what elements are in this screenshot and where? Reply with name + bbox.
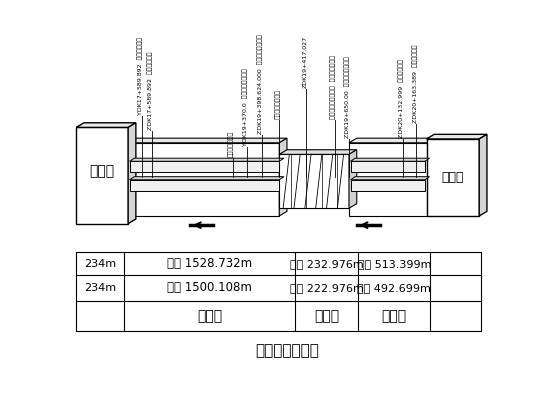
Polygon shape [351,161,425,172]
Text: 矿山段: 矿山段 [314,309,339,323]
Polygon shape [427,134,487,139]
Polygon shape [130,158,284,161]
Polygon shape [351,177,430,180]
Text: 中国废机料起点里程  中同向终点里程: 中国废机料起点里程 中同向终点里程 [330,55,336,119]
Polygon shape [128,143,279,216]
Text: 234m: 234m [84,283,116,293]
Polygon shape [130,180,279,191]
Polygon shape [279,150,357,154]
Polygon shape [349,143,427,216]
Text: 234m: 234m [84,259,116,269]
Polygon shape [76,127,128,223]
Polygon shape [130,177,284,180]
Text: 左线 1528.732m: 左线 1528.732m [167,257,252,270]
Text: 左线 222.976m: 左线 222.976m [290,283,363,293]
Text: 蛤地站: 蛤地站 [442,171,464,184]
Text: 盾构段: 盾构段 [382,309,407,323]
Polygon shape [351,158,430,161]
Text: 右线 492.699m: 右线 492.699m [357,283,431,293]
Text: 盾构段: 盾构段 [197,309,222,323]
Polygon shape [427,139,479,216]
Text: YDK17+589.892  区间变水里程: YDK17+589.892 区间变水里程 [138,37,143,115]
Polygon shape [351,180,425,191]
Text: YDK19+370.0  劳山站配套点里程: YDK19+370.0 劳山站配套点里程 [242,68,248,146]
Polygon shape [130,161,279,172]
Polygon shape [279,138,287,216]
Text: ZDK20+163.389  区间起点里程: ZDK20+163.389 区间起点里程 [412,44,418,123]
Polygon shape [479,134,487,216]
Text: 西平站: 西平站 [90,165,115,178]
Text: 左线 232.976m: 左线 232.976m [290,259,363,269]
Text: ZDK19+417.027: ZDK19+417.027 [302,36,307,88]
Text: ZDK19+398.624.000  中同向开起点里程: ZDK19+398.624.000 中同向开起点里程 [258,34,263,134]
Polygon shape [349,138,434,143]
Text: ZDK17+589.892  区间起点里程: ZDK17+589.892 区间起点里程 [148,52,153,131]
Text: 右线 1500.108m: 右线 1500.108m [167,281,252,294]
Polygon shape [76,123,136,127]
Text: 中同向开起点里程: 中同向开起点里程 [275,89,281,119]
Polygon shape [349,150,357,208]
Text: 盾构始发端道面: 盾构始发端道面 [228,131,234,158]
Polygon shape [128,138,287,143]
Text: 标段工程范围图: 标段工程范围图 [255,343,319,358]
Text: ZDK20+132.999  区间变水里程: ZDK20+132.999 区间变水里程 [399,59,404,138]
Polygon shape [128,123,136,223]
Text: ZDK19+650.00  劳山站配套点里程: ZDK19+650.00 劳山站配套点里程 [344,56,350,138]
Text: 左线 513.399m: 左线 513.399m [358,259,431,269]
Polygon shape [279,154,349,208]
